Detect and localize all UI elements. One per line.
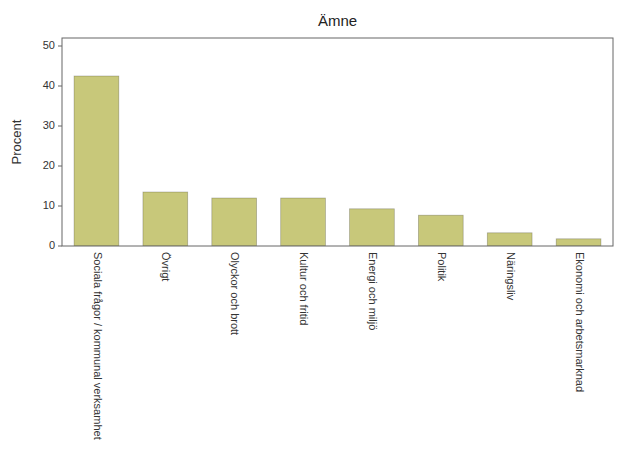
chart-container: 0 10 20 30 40 50 Sociala frågor / kommunal ver… [0,0,629,468]
bar [212,198,257,246]
x-tick-label: Politik [436,252,448,282]
y-tick [58,126,62,127]
bar [350,209,395,246]
bar [74,76,119,246]
y-tick [58,46,62,47]
bar [487,233,532,246]
x-tick-label: Övrigt [160,252,172,281]
x-tick-label: Energi och miljö [367,252,379,330]
y-tick-label: 40 [43,79,55,91]
bar [556,239,601,246]
y-tick-label: 0 [49,239,55,251]
y-tick-label: 50 [43,39,55,51]
bar [281,198,326,246]
y-tick [58,246,62,247]
x-tick-label: Sociala frågor / kommunal verksamhet [92,252,104,440]
y-tick [58,206,62,207]
y-tick-label: 20 [43,159,55,171]
y-tick-label: 30 [43,119,55,131]
bars [74,76,601,246]
bar [143,192,188,246]
y-tick-label: 10 [43,199,55,211]
plot-frame [62,38,613,246]
x-tick-label: Olyckor och brott [229,252,241,335]
y-tick [58,86,62,87]
x-tick-label: Kultur och fritid [298,252,310,325]
x-tick-label: Ekonomi och arbetsmarknad [574,252,586,392]
x-tick-label: Näringsliv [505,252,517,301]
bar [418,215,463,246]
x-axis: Sociala frågor / kommunal verksamhet Övri… [92,252,586,440]
y-axis-label: Procent [9,119,24,164]
y-tick [58,166,62,167]
y-axis: 0 10 20 30 40 50 [43,39,62,251]
title: Ämne [318,12,357,29]
chart-svg: 0 10 20 30 40 50 Sociala frågor / kommunal ver… [0,0,629,468]
